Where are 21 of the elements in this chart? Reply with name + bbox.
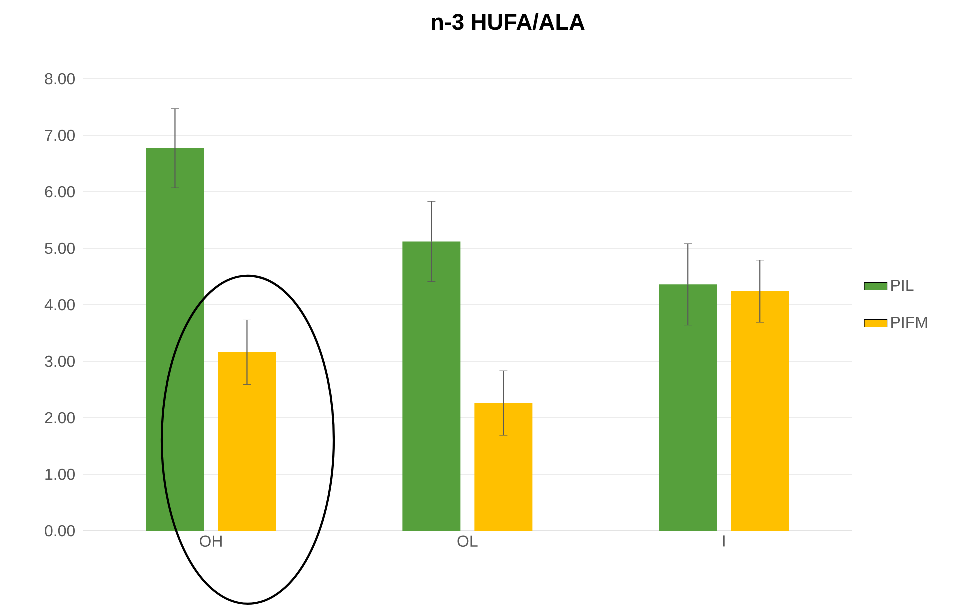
y-tick-label: 1.00: [46, 468, 76, 480]
legend-label: PIL: [892, 280, 914, 291]
bar: [218, 352, 276, 531]
y-tick-label: 0.00: [45, 525, 76, 537]
y-tick-label: 5.00: [45, 242, 76, 254]
bar: [731, 291, 790, 531]
bar: [474, 403, 533, 531]
y-tick-label: 8.00: [45, 73, 76, 85]
bar: [659, 284, 718, 531]
y-tick-label: 6.00: [45, 186, 76, 198]
legend-label: PIFM: [892, 317, 928, 328]
y-tick-label: 4.00: [44, 299, 76, 311]
bar: [146, 148, 204, 531]
x-tick-label: I: [723, 536, 725, 547]
y-tick-label: 3.00: [45, 356, 76, 368]
bar: [402, 242, 461, 531]
chart-title: n-3 HUFA/ALA: [432, 14, 585, 30]
y-tick-label: 2.00: [45, 412, 76, 424]
y-tick-label: 7.00: [45, 130, 76, 142]
x-tick-label: OL: [458, 536, 478, 548]
x-tick-label: OH: [200, 536, 222, 548]
